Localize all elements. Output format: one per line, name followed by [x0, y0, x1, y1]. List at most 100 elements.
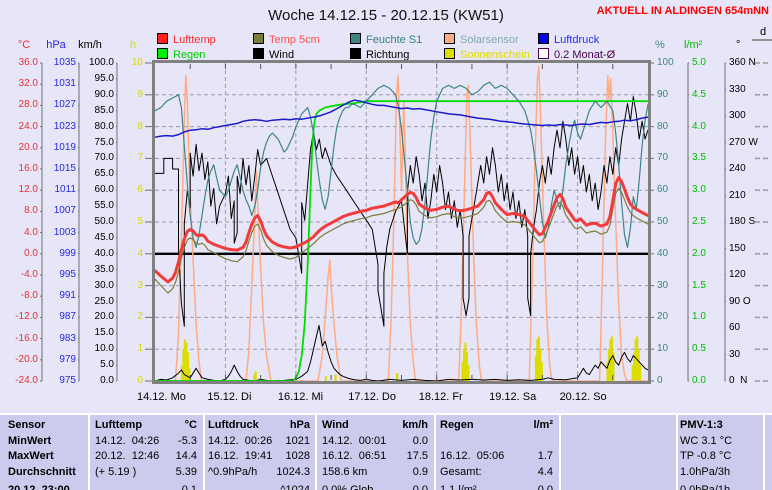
axis-tick-label-kmh: 95.0: [94, 72, 114, 84]
sunshine-bar: [324, 376, 327, 381]
table-row-label: MaxWert: [8, 450, 54, 462]
axis-tick-label-hours: 8: [137, 120, 143, 132]
axis-tick-label-kmh: 65.0: [94, 168, 114, 180]
axis-tick-label-tempC: -20.0: [15, 353, 38, 365]
series-temp-5cm: [154, 187, 649, 294]
table-cell: 0.0% Glob.: [322, 484, 377, 490]
sunshine-bar: [183, 339, 187, 381]
axis-tick-label-lm2: 3.0: [692, 184, 706, 196]
legend-item: Solarsensor: [444, 33, 519, 46]
axis-tick-label-pct: 30: [657, 279, 669, 291]
table-column-separator: [559, 415, 561, 490]
legend-item: Feuchte S1: [350, 33, 422, 46]
axis-tick-label-kmh: 50.0: [94, 216, 114, 227]
table-cell: 1.1 l/m²: [440, 484, 477, 490]
legend-swatch-icon: [350, 48, 361, 59]
axis-unit-deg: °: [736, 39, 741, 51]
table-cell-value: 5.39: [175, 465, 197, 478]
table-group-name: Lufttemp: [95, 419, 143, 431]
axis-tick-label-tempC: -12.0: [15, 311, 38, 323]
d-axis-dash: [763, 94, 768, 96]
sunshine-bar: [606, 361, 609, 381]
d-axis-dash: [755, 221, 760, 223]
axis-tick-label-tempC: 20.0: [18, 141, 38, 153]
axis-tick-label-deg: 210: [729, 189, 746, 201]
axis-tick-label-kmh: 90.0: [94, 88, 114, 100]
axis-tick-label-pct: 50: [657, 216, 669, 227]
axis-tick-label-hpa: 1011: [54, 184, 76, 196]
axis-tick-label-kmh: 5.0: [100, 359, 114, 371]
axis-tick-label-kmh: 0.0: [100, 375, 114, 386]
legend-label: Luftdruck: [554, 34, 600, 46]
legend-swatch-icon: [444, 48, 455, 59]
table-cell-value: 0.1: [181, 484, 197, 490]
axis-tick-label-hpa: 1003: [53, 226, 76, 238]
x-day-label: 20.12. So: [559, 391, 607, 403]
axis-tick-label-lm2: 3.5: [692, 152, 706, 164]
sunshine-bar: [254, 371, 257, 381]
legend-swatch-icon: [253, 33, 264, 44]
d-axis-dash: [755, 284, 760, 287]
axis-tick-label-hpa: 1027: [53, 99, 76, 111]
axis-tick-label-pct: 60: [657, 184, 669, 196]
axis-tick-label-tempC: -16.0: [15, 332, 38, 344]
sunshine-bar: [636, 336, 639, 381]
d-axis-dash: [755, 348, 760, 350]
table-cell: TP -0.8 °C: [680, 450, 732, 462]
d-axis-dash: [763, 316, 768, 319]
axis-tick-label-hpa: 995: [59, 269, 76, 280]
sunshine-bar: [185, 342, 188, 381]
axis-tick-label-hpa: 1023: [53, 120, 76, 132]
table-cell: (+ 5.19 ): [95, 465, 137, 478]
axis-tick-label-hpa: 1015: [53, 163, 76, 174]
axis-tick-label-lm2: 4.0: [692, 120, 706, 132]
table-column-separator: [203, 415, 205, 490]
axis-tick-label-kmh: 70.0: [94, 152, 114, 164]
sunshine-bar: [638, 365, 642, 381]
table-group-name: Luftdruck: [208, 419, 259, 431]
axis-unit-kmh: km/h: [78, 39, 102, 51]
axis-tick-label-hpa: 975: [59, 375, 76, 386]
series-wind: [154, 324, 649, 382]
table-cell-value: 1028: [285, 450, 310, 462]
axis-tick-label-hours: 6: [137, 184, 143, 196]
d-axis-dash: [763, 348, 768, 350]
table-group-unit: hPa: [289, 419, 310, 431]
axis-tick-label-lm2: 1.5: [692, 279, 706, 291]
axis-tick-label-tempC: 32.0: [18, 78, 38, 90]
legend-swatch-icon: [538, 48, 549, 59]
axis-unit-hpa: hPa: [46, 39, 66, 51]
axis-tick-label-tempC: 4.0: [24, 226, 38, 238]
axis-tick-label-deg: 360 N: [729, 57, 756, 68]
axis-tick-label-tempC: 0.0: [24, 247, 38, 259]
table-cell: 158.6 km: [322, 465, 368, 478]
sunshine-bar: [539, 349, 542, 381]
sunshine-bar: [612, 352, 615, 381]
axis-tick-label-deg: 240: [729, 163, 746, 174]
sunshine-bar: [464, 342, 467, 381]
axis-tick-label-lm2: 1.0: [692, 311, 706, 323]
table-cell: 0.0hPa/1h: [680, 484, 731, 490]
d-axis-dash: [763, 253, 768, 255]
legend-item: Richtung: [350, 48, 409, 61]
axis-tick-label-kmh: 75.0: [94, 136, 114, 148]
legend-swatch-icon: [350, 33, 361, 44]
axis-tick-label-kmh: 85.0: [94, 104, 114, 116]
axis-tick-label-hours: 2: [137, 311, 143, 323]
table-cell: 14.12. 00:01: [322, 434, 387, 447]
legend-swatch-icon: [157, 33, 168, 44]
axis-tick-label-deg: 90 O: [729, 295, 751, 307]
sunshine-bar: [634, 339, 637, 381]
legend-label: Regen: [173, 49, 206, 61]
d-axis-dash: [755, 94, 760, 96]
axis-tick-label-tempC: 12.0: [18, 184, 38, 196]
legend-label: Wind: [269, 49, 295, 61]
axis-tick-label-hours: 1: [137, 343, 143, 355]
d-axis-rule: [752, 39, 772, 41]
d-axis-dash: [755, 157, 760, 160]
legend-swatch-icon: [157, 48, 168, 59]
sunshine-bar: [631, 365, 634, 381]
table-cell-value: 14.4: [175, 450, 197, 462]
axis-tick-label-hours: 10: [131, 57, 143, 68]
